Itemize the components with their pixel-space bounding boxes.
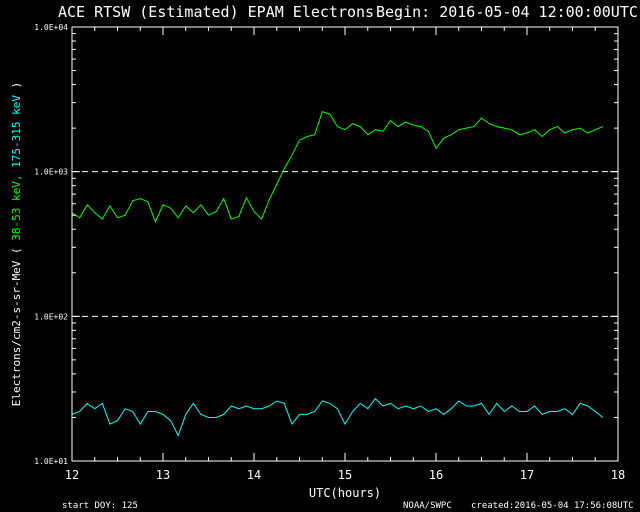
created-timestamp: created:2016-05-04 17:56:08UTC bbox=[471, 501, 634, 511]
y-axis-label-cyan: 175-315 keV bbox=[10, 95, 23, 168]
axes: 12 13 14 15 16 17 18 1.0E+01 1.0E+02 1.0E+03 1.0E+… bbox=[34, 23, 625, 482]
y-tick-label: 1.0E+04 bbox=[34, 23, 68, 32]
y-tick-label: 1.0E+03 bbox=[34, 168, 68, 177]
y-axis-label-prefix: Electrons/cm2-s-sr-MeV ( bbox=[10, 241, 23, 407]
x-axis-label: UTC(hours) bbox=[309, 486, 381, 500]
x-tick-label: 15 bbox=[338, 468, 352, 482]
x-tick-label: 12 bbox=[65, 468, 79, 482]
x-tick-label: 14 bbox=[247, 468, 261, 482]
x-tick-label: 17 bbox=[520, 468, 534, 482]
chart-title: ACE RTSW (Estimated) EPAM Electrons bbox=[58, 3, 374, 21]
x-tick-label: 16 bbox=[429, 468, 443, 482]
y-tick-label: 1.0E+01 bbox=[34, 457, 68, 466]
reference-lines bbox=[72, 171, 618, 317]
source-label: NOAA/SWPC bbox=[403, 501, 452, 511]
y-axis-label-green: 38-53 keV, bbox=[10, 174, 23, 240]
series-line-38-53kev bbox=[71, 110, 603, 224]
start-doy: start DOY: 125 bbox=[62, 501, 138, 511]
series-line-175-315kev bbox=[71, 397, 604, 437]
begin-time: Begin: 2016-05-04 12:00:00UTC bbox=[376, 3, 638, 21]
x-tick-label: 18 bbox=[611, 468, 625, 482]
series-layer bbox=[71, 110, 604, 437]
x-tick-label: 13 bbox=[156, 468, 170, 482]
y-axis-label-suffix: ) bbox=[10, 82, 23, 95]
y-axis-label: Electrons/cm2-s-sr-MeV ( 38-53 keV, 175-… bbox=[10, 82, 23, 407]
y-tick-label: 1.0E+02 bbox=[34, 312, 68, 321]
